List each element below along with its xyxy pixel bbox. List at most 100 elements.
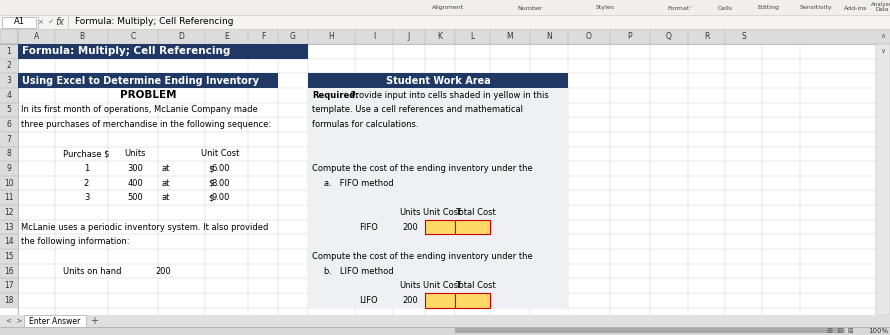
Text: Unit Cost: Unit Cost (423, 281, 461, 290)
Bar (0, 117, 18, 132)
Bar (0, 315, 890, 335)
Text: 11: 11 (4, 193, 13, 202)
Bar (0, 146, 18, 161)
Text: Editing: Editing (757, 5, 779, 10)
Text: Enter Answer: Enter Answer (29, 317, 81, 326)
Bar (0, 59, 18, 73)
Text: Number: Number (517, 5, 543, 10)
Bar (0, 264, 18, 278)
Text: P: P (627, 32, 632, 41)
Text: 15: 15 (4, 252, 14, 261)
Text: 300: 300 (127, 164, 143, 173)
Text: E: E (224, 32, 229, 41)
Text: 1: 1 (6, 47, 12, 56)
Bar (0, 44, 890, 315)
Text: 4: 4 (6, 91, 12, 100)
Text: 7: 7 (6, 135, 12, 144)
Text: ⊞  ⊟  ⊠: ⊞ ⊟ ⊠ (827, 328, 854, 334)
Bar (425, 293, 455, 308)
Text: fx: fx (55, 17, 65, 27)
Text: 12: 12 (4, 208, 13, 217)
Text: Analyze
Data: Analyze Data (871, 2, 890, 12)
Text: the following information:: the following information: (21, 237, 130, 246)
Bar (455, 293, 490, 308)
Text: at: at (162, 164, 170, 173)
Text: Add-ins: Add-ins (845, 5, 868, 10)
Text: 100%: 100% (868, 328, 888, 334)
Text: O: O (586, 32, 592, 41)
Text: PROBLEM: PROBLEM (120, 90, 176, 100)
Bar (0, 315, 890, 327)
Text: 8: 8 (6, 149, 12, 158)
Text: Formula: Multiply; Cell Referencing: Formula: Multiply; Cell Referencing (22, 46, 231, 56)
Text: ∨: ∨ (880, 48, 886, 54)
Text: LIFO: LIFO (359, 296, 377, 305)
Bar (18, 44, 308, 59)
Text: G: G (290, 32, 296, 41)
Text: Cells: Cells (717, 5, 732, 10)
Bar (0, 103, 18, 117)
Text: B: B (79, 32, 84, 41)
Text: <  >: < > (6, 318, 22, 324)
Text: a.   FIFO method: a. FIFO method (324, 179, 393, 188)
Text: b.   LIFO method: b. LIFO method (324, 267, 393, 276)
Bar (0, 29, 890, 44)
Text: Units: Units (400, 208, 421, 217)
Text: M: M (506, 32, 514, 41)
Text: 3: 3 (6, 76, 12, 85)
Bar (24, 315, 86, 327)
Bar (0, 176, 18, 191)
Text: 2: 2 (84, 179, 89, 188)
Text: 9: 9 (6, 164, 12, 173)
Bar (0, 191, 18, 205)
Text: at: at (162, 193, 170, 202)
Text: 8.00: 8.00 (212, 179, 231, 188)
Text: FIFO: FIFO (359, 223, 378, 231)
Text: 16: 16 (4, 267, 14, 276)
Text: 14: 14 (4, 237, 14, 246)
Bar (0, 205, 18, 220)
Text: at: at (162, 179, 170, 188)
Text: A: A (34, 32, 39, 41)
Bar (0, 88, 18, 103)
Text: ×  ✓: × ✓ (38, 19, 54, 25)
Bar (0, 132, 18, 146)
Text: +: + (90, 316, 98, 326)
Bar (0, 15, 890, 29)
Text: Unit Cost: Unit Cost (201, 149, 239, 158)
Text: 3: 3 (84, 193, 89, 202)
Text: Required:: Required: (312, 91, 359, 100)
Text: 9.00: 9.00 (212, 193, 231, 202)
Text: Units: Units (125, 149, 146, 158)
Text: 10: 10 (4, 179, 14, 188)
Text: Total Cost: Total Cost (455, 208, 496, 217)
Text: Alignment: Alignment (432, 5, 464, 10)
Text: Purchase $: Purchase $ (63, 149, 109, 158)
Bar (0, 249, 18, 264)
Text: I: I (373, 32, 375, 41)
Text: Formula: Multiply; Cell Referencing: Formula: Multiply; Cell Referencing (75, 17, 233, 26)
Text: three purchases of merchandise in the following sequence:: three purchases of merchandise in the fo… (21, 120, 271, 129)
Text: 18: 18 (4, 296, 13, 305)
Text: template. Use a cell references and mathematical: template. Use a cell references and math… (312, 106, 523, 115)
Text: Compute the cost of the ending inventory under the: Compute the cost of the ending inventory… (312, 164, 533, 173)
Text: Using Excel to Determine Ending Inventory: Using Excel to Determine Ending Inventor… (22, 76, 259, 86)
Text: 17: 17 (4, 281, 14, 290)
Text: R: R (704, 32, 709, 41)
Text: $: $ (208, 164, 214, 173)
Text: Styles: Styles (595, 5, 614, 10)
Bar (0, 0, 890, 15)
Text: 500: 500 (127, 193, 143, 202)
Text: 1: 1 (84, 164, 89, 173)
Bar (18, 73, 278, 88)
Bar (308, 73, 568, 88)
Bar (308, 88, 568, 308)
Text: Compute the cost of the ending inventory under the: Compute the cost of the ending inventory… (312, 252, 533, 261)
Bar (455, 220, 490, 234)
Bar (0, 161, 18, 176)
Text: J: J (408, 32, 410, 41)
Text: C: C (130, 32, 135, 41)
Bar (455, 328, 845, 333)
Bar (0, 73, 18, 88)
Text: McLanie uses a periodic inventory system. It also provided: McLanie uses a periodic inventory system… (21, 223, 269, 231)
